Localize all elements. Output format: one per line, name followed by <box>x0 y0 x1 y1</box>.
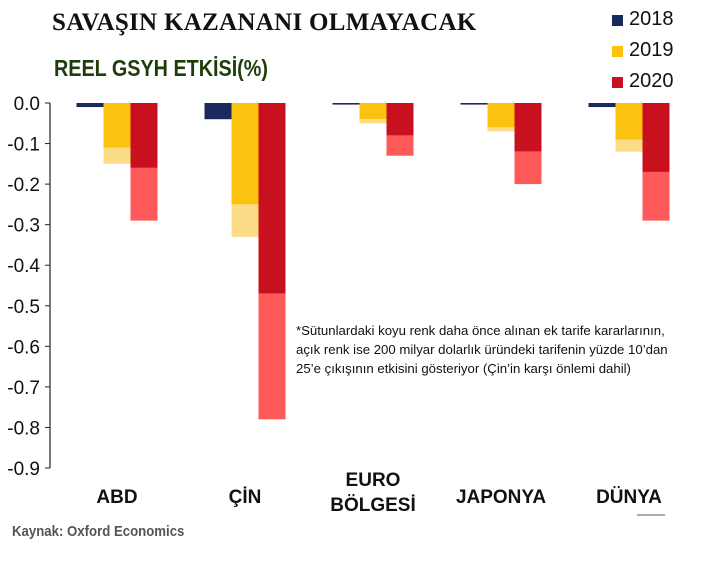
y-tick-label: -0.9 <box>7 459 40 480</box>
bar-2018-dark <box>204 103 232 120</box>
bar-2018-dark <box>76 103 104 108</box>
bar-2019-light <box>487 127 515 132</box>
legend-item-2020: 2020 <box>612 70 696 101</box>
bar-2020-light <box>130 167 158 221</box>
bar-2019-dark <box>359 103 387 120</box>
bar-2020-dark <box>386 103 414 136</box>
y-tick-label: -0.5 <box>7 297 40 318</box>
bar-2020-light <box>258 293 286 420</box>
y-tick-label: 0.0 <box>14 94 40 115</box>
bar-2020-dark <box>130 103 158 168</box>
y-tick-label: -0.2 <box>7 175 40 196</box>
bar-2019-dark <box>231 103 259 205</box>
bar-2020-light <box>642 171 670 221</box>
bar-2020-dark <box>514 103 542 152</box>
category-label: BÖLGESİ <box>330 495 416 516</box>
bar-2019-dark <box>487 103 515 128</box>
bar-2020-dark <box>642 103 670 172</box>
bar-2019-light <box>103 147 131 164</box>
legend: 2018 2019 2020 <box>612 8 696 101</box>
y-tick-label: -0.1 <box>7 135 40 156</box>
bar-2020-light <box>386 135 414 156</box>
legend-swatch-2020 <box>612 77 623 88</box>
legend-swatch-2018 <box>612 15 623 26</box>
bar-2019-dark <box>103 103 131 148</box>
chart-title: SAVAŞIN KAZANANI OLMAYACAK <box>52 9 477 36</box>
y-tick-label: -0.7 <box>7 378 40 399</box>
category-label: ABD <box>96 487 137 508</box>
y-tick-label: -0.4 <box>7 256 40 277</box>
legend-item-2019: 2019 <box>612 39 696 70</box>
bar-2020-dark <box>258 103 286 294</box>
footnote: *Sütunlardaki koyu renk daha önce alınan… <box>296 323 668 376</box>
category-label: JAPONYA <box>456 487 546 508</box>
y-tick-label: -0.3 <box>7 216 40 237</box>
bar-2019-dark <box>615 103 643 140</box>
source-label: Kaynak: Oxford Economics <box>12 523 185 540</box>
bar-2019-light <box>615 139 643 152</box>
category-label: EURO <box>346 470 401 491</box>
bar-2018-dark <box>332 103 360 105</box>
legend-label-2018: 2018 <box>629 8 674 30</box>
legend-label-2020: 2020 <box>629 70 674 92</box>
legend-label-2019: 2019 <box>629 39 674 61</box>
chart-subtitle: REEL GSYH ETKİSİ(%) <box>54 55 268 81</box>
legend-item-2018: 2018 <box>612 8 696 39</box>
bar-2019-light <box>359 119 387 124</box>
bar-2018-dark <box>588 103 616 108</box>
legend-swatch-2019 <box>612 46 623 57</box>
category-label: ÇİN <box>229 487 262 508</box>
bar-2020-light <box>514 151 542 185</box>
bar-2019-light <box>231 204 259 237</box>
y-tick-label: -0.6 <box>7 337 40 358</box>
bar-2018-dark <box>460 103 488 105</box>
category-label: DÜNYA <box>596 487 662 508</box>
y-tick-label: -0.8 <box>7 418 40 439</box>
